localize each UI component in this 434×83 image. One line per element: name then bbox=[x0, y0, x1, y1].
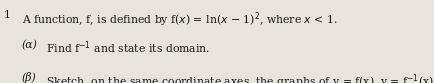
Text: (α): (α) bbox=[22, 40, 37, 50]
Text: A function, f, is defined by f($x$) = ln($x$ $-$ 1)$^{2}$, where $x$ < 1.: A function, f, is defined by f($x$) = ln… bbox=[22, 10, 337, 29]
Text: (β): (β) bbox=[22, 72, 36, 83]
Text: Find f$^{-1}$ and state its domain.: Find f$^{-1}$ and state its domain. bbox=[46, 40, 209, 56]
Text: 1: 1 bbox=[3, 10, 10, 20]
Text: Sketch, on the same coordinate axes, the graphs of y = f(x), y = f$^{-1}$(x) and: Sketch, on the same coordinate axes, the… bbox=[46, 72, 434, 83]
